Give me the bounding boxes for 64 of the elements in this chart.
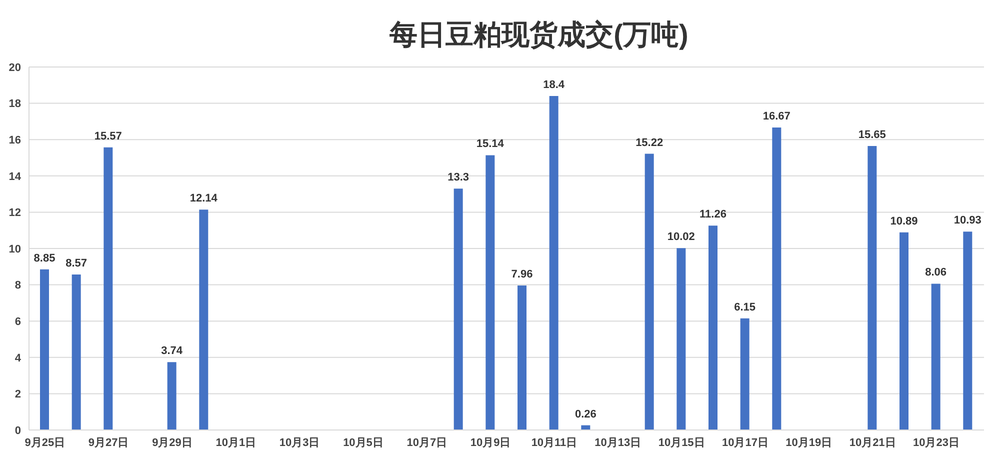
y-tick-label: 0 (14, 424, 21, 437)
data-label: 12.14 (190, 192, 218, 205)
bar (868, 146, 877, 430)
data-label: 10.93 (954, 214, 982, 227)
y-tick-label: 18 (8, 98, 21, 110)
x-tick-label: 10月23日 (913, 436, 960, 449)
x-tick-label: 10月17日 (722, 436, 768, 449)
bar (963, 232, 972, 430)
data-label: 10.02 (667, 231, 695, 244)
bar (900, 232, 908, 430)
data-label: 15.14 (476, 138, 505, 150)
x-tick-label: 9月27日 (88, 436, 129, 449)
x-tick-label: 10月11日 (531, 436, 578, 449)
y-tick-label: 12 (8, 207, 21, 220)
data-label: 7.96 (511, 268, 533, 281)
x-tick-label: 10月19日 (786, 436, 832, 449)
data-label: 15.22 (636, 136, 664, 149)
data-label: 6.15 (734, 301, 756, 314)
data-label: 18.4 (543, 79, 566, 92)
bar (40, 269, 49, 430)
y-tick-label: 4 (14, 352, 22, 364)
y-tick-label: 8 (14, 280, 21, 292)
bar (549, 96, 558, 430)
y-tick-label: 14 (8, 170, 22, 183)
y-tick-label: 20 (8, 62, 21, 74)
data-label: 15.57 (94, 130, 122, 142)
y-tick-label: 2 (14, 388, 21, 401)
x-tick-label: 10月9日 (470, 436, 511, 449)
data-label: 13.3 (448, 172, 470, 184)
data-label: 8.57 (66, 257, 88, 270)
data-label: 3.74 (161, 345, 184, 358)
bar (772, 127, 782, 430)
data-label: 10.89 (890, 215, 918, 228)
data-label: 8.85 (34, 252, 56, 264)
bar (740, 318, 750, 430)
bar (676, 248, 686, 430)
y-tick-label: 16 (8, 134, 21, 147)
data-label: 15.65 (858, 128, 886, 141)
bar (72, 274, 81, 430)
data-label: 11.26 (700, 208, 726, 221)
x-tick-label: 10月13日 (594, 436, 642, 449)
chart-title: 每日豆粕现货成交(万吨) (388, 18, 690, 52)
bar (167, 362, 176, 430)
bar (708, 226, 718, 430)
y-tick-label: 6 (14, 316, 21, 328)
bar (518, 286, 526, 430)
bar (454, 188, 463, 430)
data-label: 16.67 (762, 110, 790, 122)
x-tick-label: 10月7日 (406, 436, 448, 449)
data-label: 0.26 (574, 408, 596, 420)
bar (104, 147, 113, 430)
x-tick-label: 10月5日 (343, 436, 384, 449)
x-tick-label: 10月3日 (279, 436, 320, 449)
bar (931, 284, 940, 430)
x-tick-label: 10月15日 (658, 436, 705, 449)
x-tick-label: 9月25日 (24, 436, 66, 449)
bar (199, 210, 208, 430)
data-label: 8.06 (925, 266, 947, 279)
bar (644, 154, 654, 430)
x-tick-label: 10月21日 (849, 436, 896, 449)
bar (486, 155, 495, 430)
y-tick-label: 10 (8, 243, 21, 256)
x-tick-label: 10月1日 (216, 436, 256, 449)
x-tick-label: 9月29日 (152, 436, 192, 449)
